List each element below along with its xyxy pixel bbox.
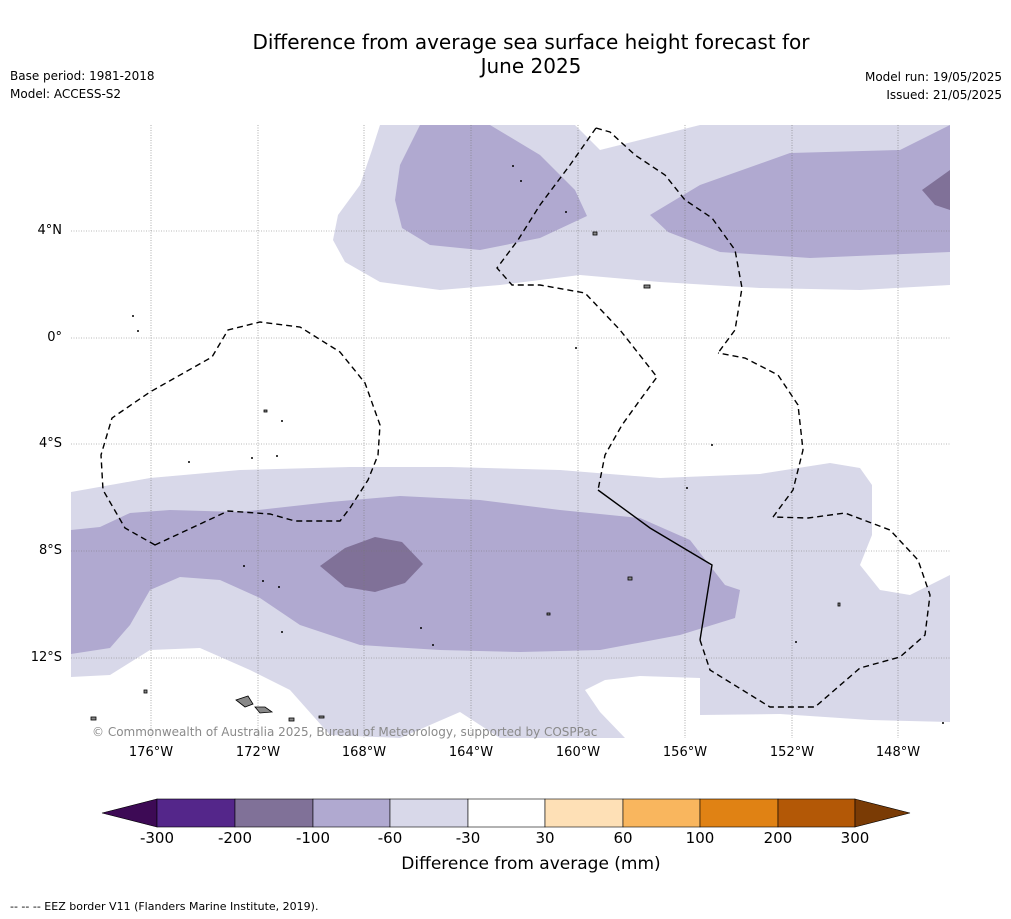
base-period: Base period: 1981-2018 <box>10 69 155 83</box>
lon-label: 168°W <box>341 745 387 760</box>
colorbar-tick: -30 <box>455 829 481 847</box>
model-name: Model: ACCESS-S2 <box>10 87 122 101</box>
eez-howland <box>496 127 658 491</box>
title-line-2: June 2025 <box>480 54 582 78</box>
gridlines <box>71 125 950 738</box>
lat-label: 8°S <box>38 543 62 558</box>
colorbar-swatch-2 <box>234 798 314 828</box>
colorbar-tick: 200 <box>763 829 793 847</box>
south-blob-dark <box>320 537 423 592</box>
eez-kiribati-line <box>595 127 743 354</box>
eez-footnote: -- -- -- EEZ border V11 (Flanders Marine… <box>10 900 319 913</box>
north-blob-east <box>650 125 950 258</box>
eez-cook-line <box>699 512 931 708</box>
colorbar-swatch-8 <box>699 798 779 828</box>
colorbar-swatch-4 <box>389 798 469 828</box>
eez-line-east <box>717 352 804 518</box>
eez-line-solid <box>597 489 713 641</box>
title-line-1: Difference from average sea surface heig… <box>252 30 810 54</box>
lon-label: 172°W <box>235 745 281 760</box>
colorbar-tick: -200 <box>217 829 253 847</box>
lat-label: 4°S <box>38 436 62 451</box>
issued-date: Issued: 21/05/2025 <box>886 88 1002 102</box>
north-blob-east-dark <box>922 170 950 210</box>
colorbar-swatch-9 <box>777 798 856 828</box>
colorbar-swatch-7 <box>622 798 701 828</box>
map-title: Difference from average sea surface heig… <box>200 30 862 78</box>
model-run: Model run: 19/05/2025 <box>864 70 1002 84</box>
colorbar-tick: -100 <box>295 829 331 847</box>
colorbar-tick: 100 <box>685 829 715 847</box>
lat-label: 12°S <box>30 650 62 665</box>
copyright-notice: © Commonwealth of Australia 2025, Bureau… <box>92 725 598 739</box>
colorbar-swatch-1 <box>156 798 236 828</box>
colorbar-swatch-3 <box>312 798 391 828</box>
south-band-white-notch <box>585 676 700 738</box>
colorbar-tick: -60 <box>377 829 403 847</box>
colorbar-swatch-5 <box>467 798 546 828</box>
meta-right: Model run: 19/05/2025 Issued: 21/05/2025 <box>865 68 1002 104</box>
lon-label: 176°W <box>128 745 174 760</box>
lat-label: 0° <box>47 330 62 345</box>
colorbar-label: Difference from average (mm) <box>401 854 661 874</box>
colorbar-tick: 300 <box>840 829 870 847</box>
island-samoa-2 <box>254 706 274 714</box>
lat-label: 4°N <box>37 223 63 238</box>
eez-borders <box>100 127 931 708</box>
lon-label: 148°W <box>875 745 921 760</box>
sea-height-field <box>71 125 950 738</box>
lon-label: 160°W <box>555 745 601 760</box>
island-samoa-1 <box>235 695 254 708</box>
colorbar-high-extension <box>854 798 911 828</box>
north-blob-west <box>395 125 587 250</box>
lon-label: 164°W <box>448 745 494 760</box>
lon-label: 152°W <box>769 745 815 760</box>
eez-tokelau <box>100 321 381 546</box>
meta-left: Base period: 1981-2018 Model: ACCESS-S2 <box>10 67 155 103</box>
small-islets <box>132 165 944 724</box>
colorbar <box>101 798 911 828</box>
islands <box>90 231 841 722</box>
colorbar-tick: 60 <box>613 829 633 847</box>
colorbar-tick: -300 <box>139 829 175 847</box>
colorbar-tick: 30 <box>535 829 555 847</box>
colorbar-low-extension <box>101 798 158 828</box>
lon-label: 156°W <box>662 745 708 760</box>
colorbar-swatch-6 <box>544 798 624 828</box>
